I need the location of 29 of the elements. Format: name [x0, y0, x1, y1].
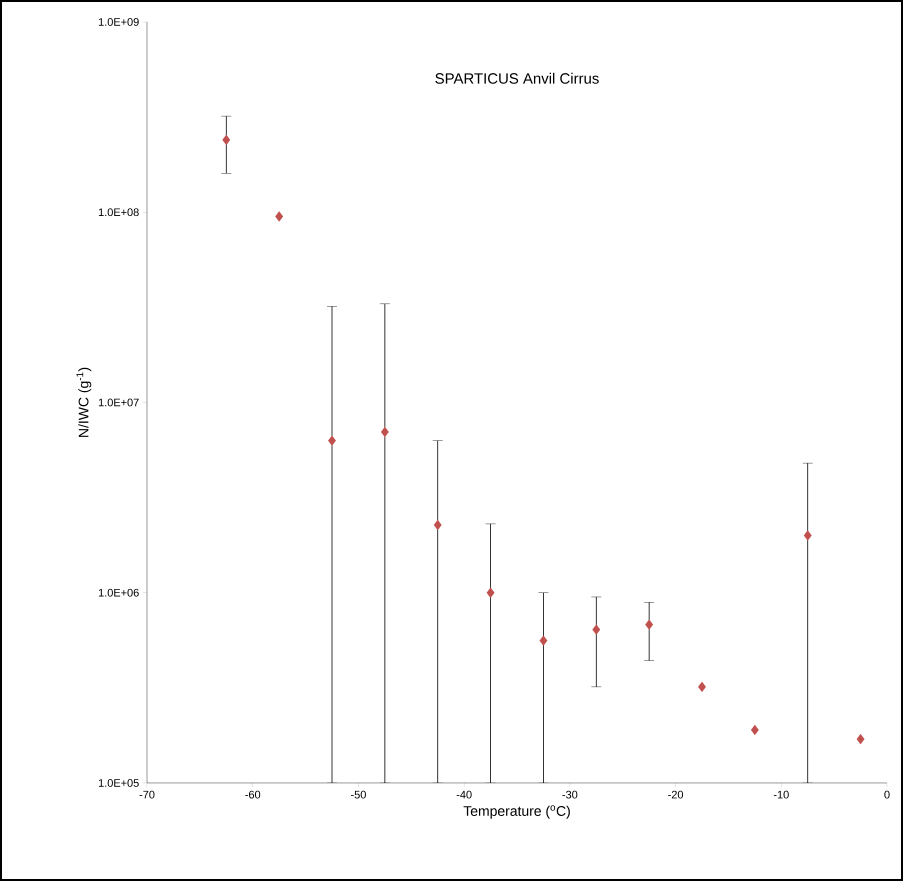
point — [275, 211, 284, 222]
point — [328, 435, 336, 446]
x-tick-label: -30 — [562, 790, 578, 798]
y-axis-title: N/IWC (g$^{-1}$) — [76, 368, 92, 437]
y-tick-label: 1.0E+06 — [98, 588, 139, 597]
point — [804, 530, 812, 541]
x-tick-label: -70 — [140, 790, 154, 798]
x-tick-label: -40 — [456, 790, 472, 798]
y-tick-label: 1.0E+09 — [98, 18, 139, 26]
point — [750, 724, 759, 736]
point — [645, 619, 654, 630]
point — [486, 588, 495, 598]
text: SPARTICUS Anvil Cirrus — [435, 72, 599, 84]
point — [380, 426, 389, 438]
point — [222, 134, 230, 146]
point — [434, 520, 442, 530]
x-tick-label: -50 — [351, 790, 366, 798]
y-tick-label: 1.0E+07 — [98, 398, 139, 406]
y-tick-label: 1.0E+08 — [98, 208, 139, 216]
point — [856, 734, 865, 744]
point — [539, 635, 548, 646]
x-tick-label: 0 — [884, 790, 890, 798]
x-tick-label: -20 — [668, 790, 684, 798]
point — [592, 624, 600, 635]
y-tick-label: 1.0E+05 — [98, 779, 139, 787]
point — [698, 682, 706, 692]
x-tick-label: -10 — [774, 790, 789, 798]
x-tick-label: -60 — [245, 790, 260, 798]
x-axis-title: Temperature ($^{o}$C) — [464, 805, 570, 819]
